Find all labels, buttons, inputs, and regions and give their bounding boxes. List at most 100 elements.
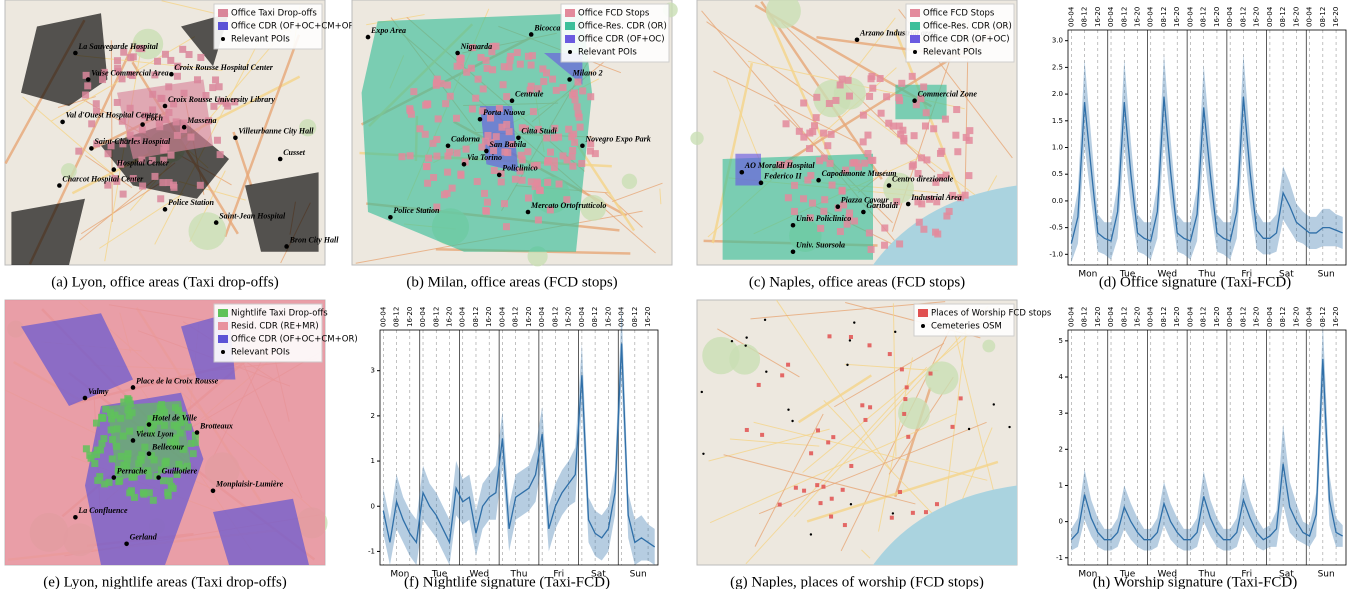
drop-off-cell [140, 489, 147, 496]
drop-off-cell [924, 510, 928, 514]
drop-off-cell [447, 93, 454, 100]
drop-off-cell [909, 73, 916, 80]
drop-off-cell [514, 49, 521, 56]
drop-off-cell [174, 73, 181, 80]
drop-off-cell [457, 172, 464, 179]
drop-off-cell [569, 147, 576, 154]
x-top-tick-label: 08-12 [551, 307, 559, 327]
x-top-tick-label: 00-04 [1186, 306, 1194, 327]
drop-off-cell [806, 145, 813, 152]
drop-off-cell [574, 78, 581, 85]
x-top-tick-label: 16-20 [1292, 307, 1300, 327]
y-tick-label: -1 [368, 547, 375, 555]
drop-off-cell [966, 127, 973, 134]
poi-label: San Babila [489, 140, 526, 149]
poi-marker [163, 104, 168, 109]
poi-label: Guillotiere [162, 466, 198, 475]
y-tick-label: 3 [1059, 409, 1063, 417]
drop-off-cell [430, 174, 437, 181]
drop-off-cell [217, 151, 224, 158]
cemetery [993, 403, 995, 405]
drop-off-cell [165, 109, 172, 116]
drop-off-cell [841, 488, 845, 492]
map-panel: ValmyPlace de la Croix RousseHotel de Vi… [5, 300, 358, 565]
x-top-tick-label: 16-20 [1332, 307, 1340, 327]
x-top-tick-label: 08-12 [1160, 307, 1168, 327]
cemetery [968, 428, 970, 430]
x-top-tick-label: 00-04 [1186, 6, 1194, 27]
drop-off-cell [839, 187, 846, 194]
drop-off-cell [577, 124, 584, 131]
poi-marker [529, 32, 534, 37]
legend-label: Office FCD Stops [578, 9, 650, 19]
drop-off-cell [866, 93, 873, 100]
poi-marker [140, 122, 145, 127]
y-tick-label: 1.0 [1052, 144, 1063, 152]
cemetery [1008, 426, 1010, 428]
cemetery [744, 344, 746, 346]
x-top-tick-label: 08-12 [512, 307, 520, 327]
drop-off-cell [827, 334, 831, 338]
drop-off-cell [849, 464, 853, 468]
drop-off-cell [760, 433, 764, 437]
drop-off-cell [444, 82, 451, 89]
x-top-tick-label: 16-20 [1094, 7, 1102, 27]
legend-label: Nightlife Taxi Drop-offs [231, 309, 328, 319]
drop-off-cell [574, 103, 581, 110]
drop-off-cell [881, 242, 888, 249]
drop-off-cell [107, 409, 114, 416]
drop-off-cell [424, 163, 431, 170]
drop-off-cell [216, 83, 223, 90]
poi-marker [526, 210, 531, 215]
drop-off-cell [512, 176, 519, 183]
poi-label: Police Station [168, 198, 215, 207]
x-top-tick-label: 00-04 [1266, 306, 1274, 327]
drop-off-cell [166, 179, 173, 186]
drop-off-cell [553, 87, 560, 94]
poi-label: Vaise Commercial Area [91, 68, 168, 77]
drop-off-cell [98, 414, 105, 421]
drop-off-cell [154, 58, 161, 65]
legend-label: Office FCD Stops [923, 9, 995, 19]
poi-label: Police Station [393, 206, 440, 215]
x-top-tick-label: 08-12 [591, 307, 599, 327]
drop-off-cell [209, 84, 216, 91]
drop-off-cell [93, 100, 100, 107]
drop-off-cell [845, 77, 852, 84]
poi-label: Hotel de Ville [151, 413, 197, 422]
poi-marker [740, 170, 745, 175]
x-top-tick-label: 00-04 [419, 306, 427, 327]
x-top-tick-label: 08-12 [1160, 7, 1168, 27]
drop-off-cell [424, 100, 431, 107]
poi-label: La Confluence [77, 506, 128, 515]
x-top-tick-label: 16-20 [604, 307, 612, 327]
x-top-tick-label: 00-04 [1107, 6, 1115, 27]
poi-label: Saint-Jean Hospital [219, 211, 286, 220]
legend-label: Places of Worship FCD stops [931, 309, 1052, 319]
x-top-tick-label: 16-20 [406, 307, 414, 327]
drop-off-cell [160, 477, 167, 484]
drop-off-cell [819, 501, 823, 505]
drop-off-cell [849, 335, 853, 339]
drop-off-cell [898, 490, 902, 494]
drop-off-cell [120, 191, 127, 198]
drop-off-cell [877, 75, 884, 82]
legend-label: Office-Res. CDR (OR) [923, 22, 1012, 32]
x-top-tick-label: 08-12 [1319, 7, 1327, 27]
drop-off-cell [826, 100, 833, 107]
legend-swatch [910, 9, 920, 17]
drop-off-cell [441, 191, 448, 198]
drop-off-cell [890, 123, 897, 130]
drop-off-cell [139, 126, 146, 133]
drop-off-cell [120, 433, 127, 440]
drop-off-cell [435, 115, 442, 122]
poi-label: Brotteaux [199, 421, 233, 430]
drop-off-cell [869, 157, 876, 164]
drop-off-cell [809, 451, 813, 455]
poi-label: Saint-Charles Hospital [94, 137, 171, 146]
poi-marker [57, 183, 62, 188]
drop-off-cell [540, 78, 547, 85]
x-top-tick-label: 16-20 [485, 307, 493, 327]
drop-off-cell [864, 150, 871, 157]
